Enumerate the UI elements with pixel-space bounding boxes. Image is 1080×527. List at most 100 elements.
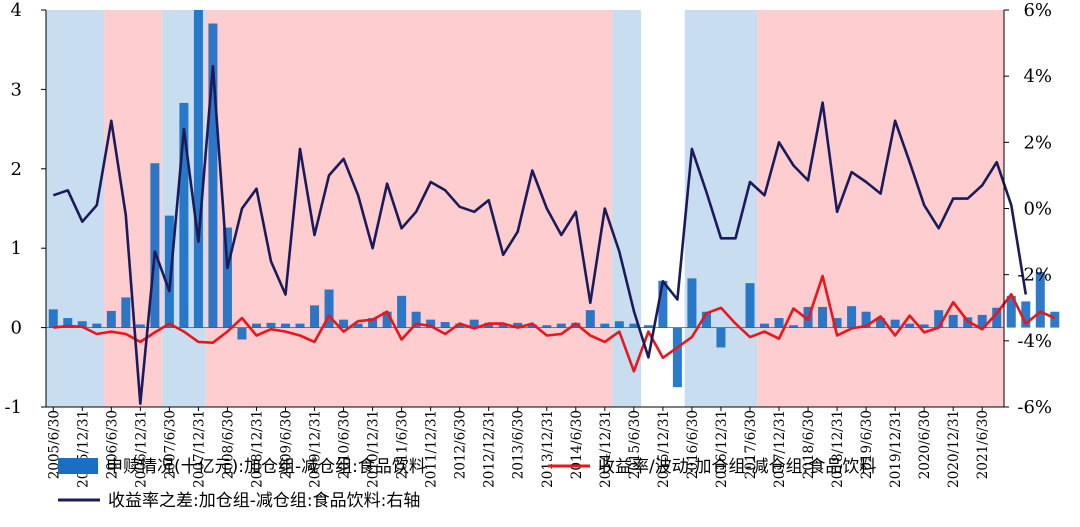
- x-tick-label: 2021/6/30: [975, 410, 991, 479]
- bar: [948, 314, 958, 328]
- right-tick-label: -2%: [1017, 265, 1052, 286]
- bar: [600, 323, 610, 328]
- x-tick-label: 2017/12/31: [772, 410, 788, 488]
- bar: [237, 327, 247, 340]
- bar: [339, 319, 349, 328]
- left-tick-label: 0: [11, 318, 22, 339]
- bar: [397, 295, 407, 328]
- bar: [919, 324, 929, 328]
- bar: [701, 311, 711, 328]
- legend-label-bar: 申赎情况(十亿元):加仓组-减仓组:食品饮料: [106, 457, 426, 477]
- legend-bar-swatch: [58, 458, 98, 474]
- series-line-return-difference: [52, 64, 1028, 406]
- x-tick-label: 2017/6/30: [743, 410, 759, 479]
- bar: [440, 322, 450, 328]
- right-tick-label: 0%: [1023, 199, 1052, 220]
- bar: [266, 322, 276, 328]
- bar: [106, 310, 116, 328]
- bar: [629, 323, 639, 328]
- bar: [774, 318, 784, 328]
- bar: [614, 321, 624, 328]
- bar: [585, 310, 595, 328]
- bar: [861, 311, 871, 328]
- legend-label-red-line: 收益率/波动:加仓组-减仓组:食品饮料: [598, 457, 876, 477]
- left-tick-label: 3: [11, 79, 22, 100]
- regime-shading: [46, 10, 1004, 407]
- x-tick-label: 2016/12/31: [714, 410, 730, 488]
- bar: [193, 10, 203, 328]
- bar: [295, 323, 305, 328]
- x-tick-label: 2016/6/30: [685, 410, 701, 479]
- bar: [992, 307, 1002, 328]
- bar: [382, 311, 392, 328]
- bar: [208, 23, 218, 328]
- bar: [1006, 295, 1016, 328]
- bar: [527, 324, 537, 328]
- right-tick-label: 6%: [1023, 0, 1052, 21]
- x-tick-label: 2018/6/30: [801, 410, 817, 479]
- bar: [251, 323, 261, 328]
- shaded-region-red: [205, 10, 613, 407]
- bar: [324, 289, 334, 328]
- x-tick-label: 2007/6/30: [162, 410, 178, 479]
- bar: [542, 325, 552, 328]
- x-tick-label: 2019/6/30: [859, 410, 875, 479]
- right-tick-label: 4%: [1023, 66, 1052, 87]
- left-tick-label: 2: [11, 159, 22, 180]
- bar: [1021, 301, 1031, 328]
- x-axis-ticks: 2005/6/30 2005/12/31 2006/6/30 2006/12/31 20…: [46, 407, 991, 488]
- bar: [498, 323, 508, 328]
- bar: [281, 323, 290, 328]
- bar: [426, 319, 436, 328]
- bar: [905, 323, 915, 328]
- x-tick-label: 2014/12/31: [598, 410, 614, 488]
- x-tick-label: 2020/12/31: [946, 410, 962, 488]
- x-tick-label: 2007/12/31: [191, 410, 207, 488]
- bar: [92, 323, 102, 328]
- bar: [77, 321, 87, 328]
- x-tick-label: 2009/6/30: [279, 410, 295, 479]
- left-axis-ticks: 4 3 2 1 0 -1: [4, 0, 46, 418]
- bar: [48, 309, 58, 328]
- bar: [934, 310, 944, 328]
- right-tick-label: -6%: [1017, 397, 1052, 418]
- x-tick-label: 2012/12/31: [482, 410, 498, 488]
- x-tick-label: 2012/6/30: [453, 410, 469, 479]
- x-tick-label: 2018/12/31: [830, 410, 846, 488]
- bar: [745, 283, 755, 328]
- left-tick-label: 4: [11, 0, 22, 21]
- bar: [977, 314, 987, 328]
- bar: [730, 327, 740, 329]
- x-tick-label: 2008/6/30: [220, 410, 236, 479]
- bar: [1035, 272, 1045, 328]
- bar: [222, 227, 232, 328]
- right-tick-label: 2%: [1023, 132, 1052, 153]
- x-tick-label: 2013/6/30: [511, 410, 527, 479]
- bar: [310, 305, 320, 328]
- x-tick-label: 2008/12/31: [250, 410, 266, 488]
- right-tick-label: -4%: [1017, 331, 1052, 352]
- x-tick-label: 2019/12/31: [888, 410, 904, 488]
- left-tick-label: -1: [4, 397, 22, 418]
- bar: [760, 323, 769, 328]
- legend: 申赎情况(十亿元):加仓组-减仓组:食品饮料 收益率/波动:加仓组-减仓组:食品饮…: [58, 457, 876, 511]
- bar: [150, 163, 160, 328]
- bar: [832, 318, 842, 328]
- bar: [63, 318, 73, 328]
- x-tick-label: 2020/6/30: [917, 410, 933, 479]
- bar: [411, 311, 421, 328]
- bar: [135, 324, 145, 328]
- x-tick-label: 2013/12/31: [540, 410, 556, 488]
- x-tick-label: 2011/12/31: [424, 410, 440, 488]
- x-tick-label: 2015/12/31: [656, 410, 672, 488]
- right-axis-ticks: 6% 4% 2% 0% -2% -4% -6%: [1004, 0, 1052, 418]
- x-tick-label: 2010/6/30: [337, 410, 353, 479]
- bar: [469, 319, 479, 328]
- x-tick-label: 2005/12/31: [75, 410, 91, 488]
- series-line-return-volatility: [53, 274, 1056, 373]
- bar: [484, 322, 494, 328]
- bar: [716, 327, 726, 348]
- bar: [789, 325, 799, 328]
- bar: [818, 306, 828, 328]
